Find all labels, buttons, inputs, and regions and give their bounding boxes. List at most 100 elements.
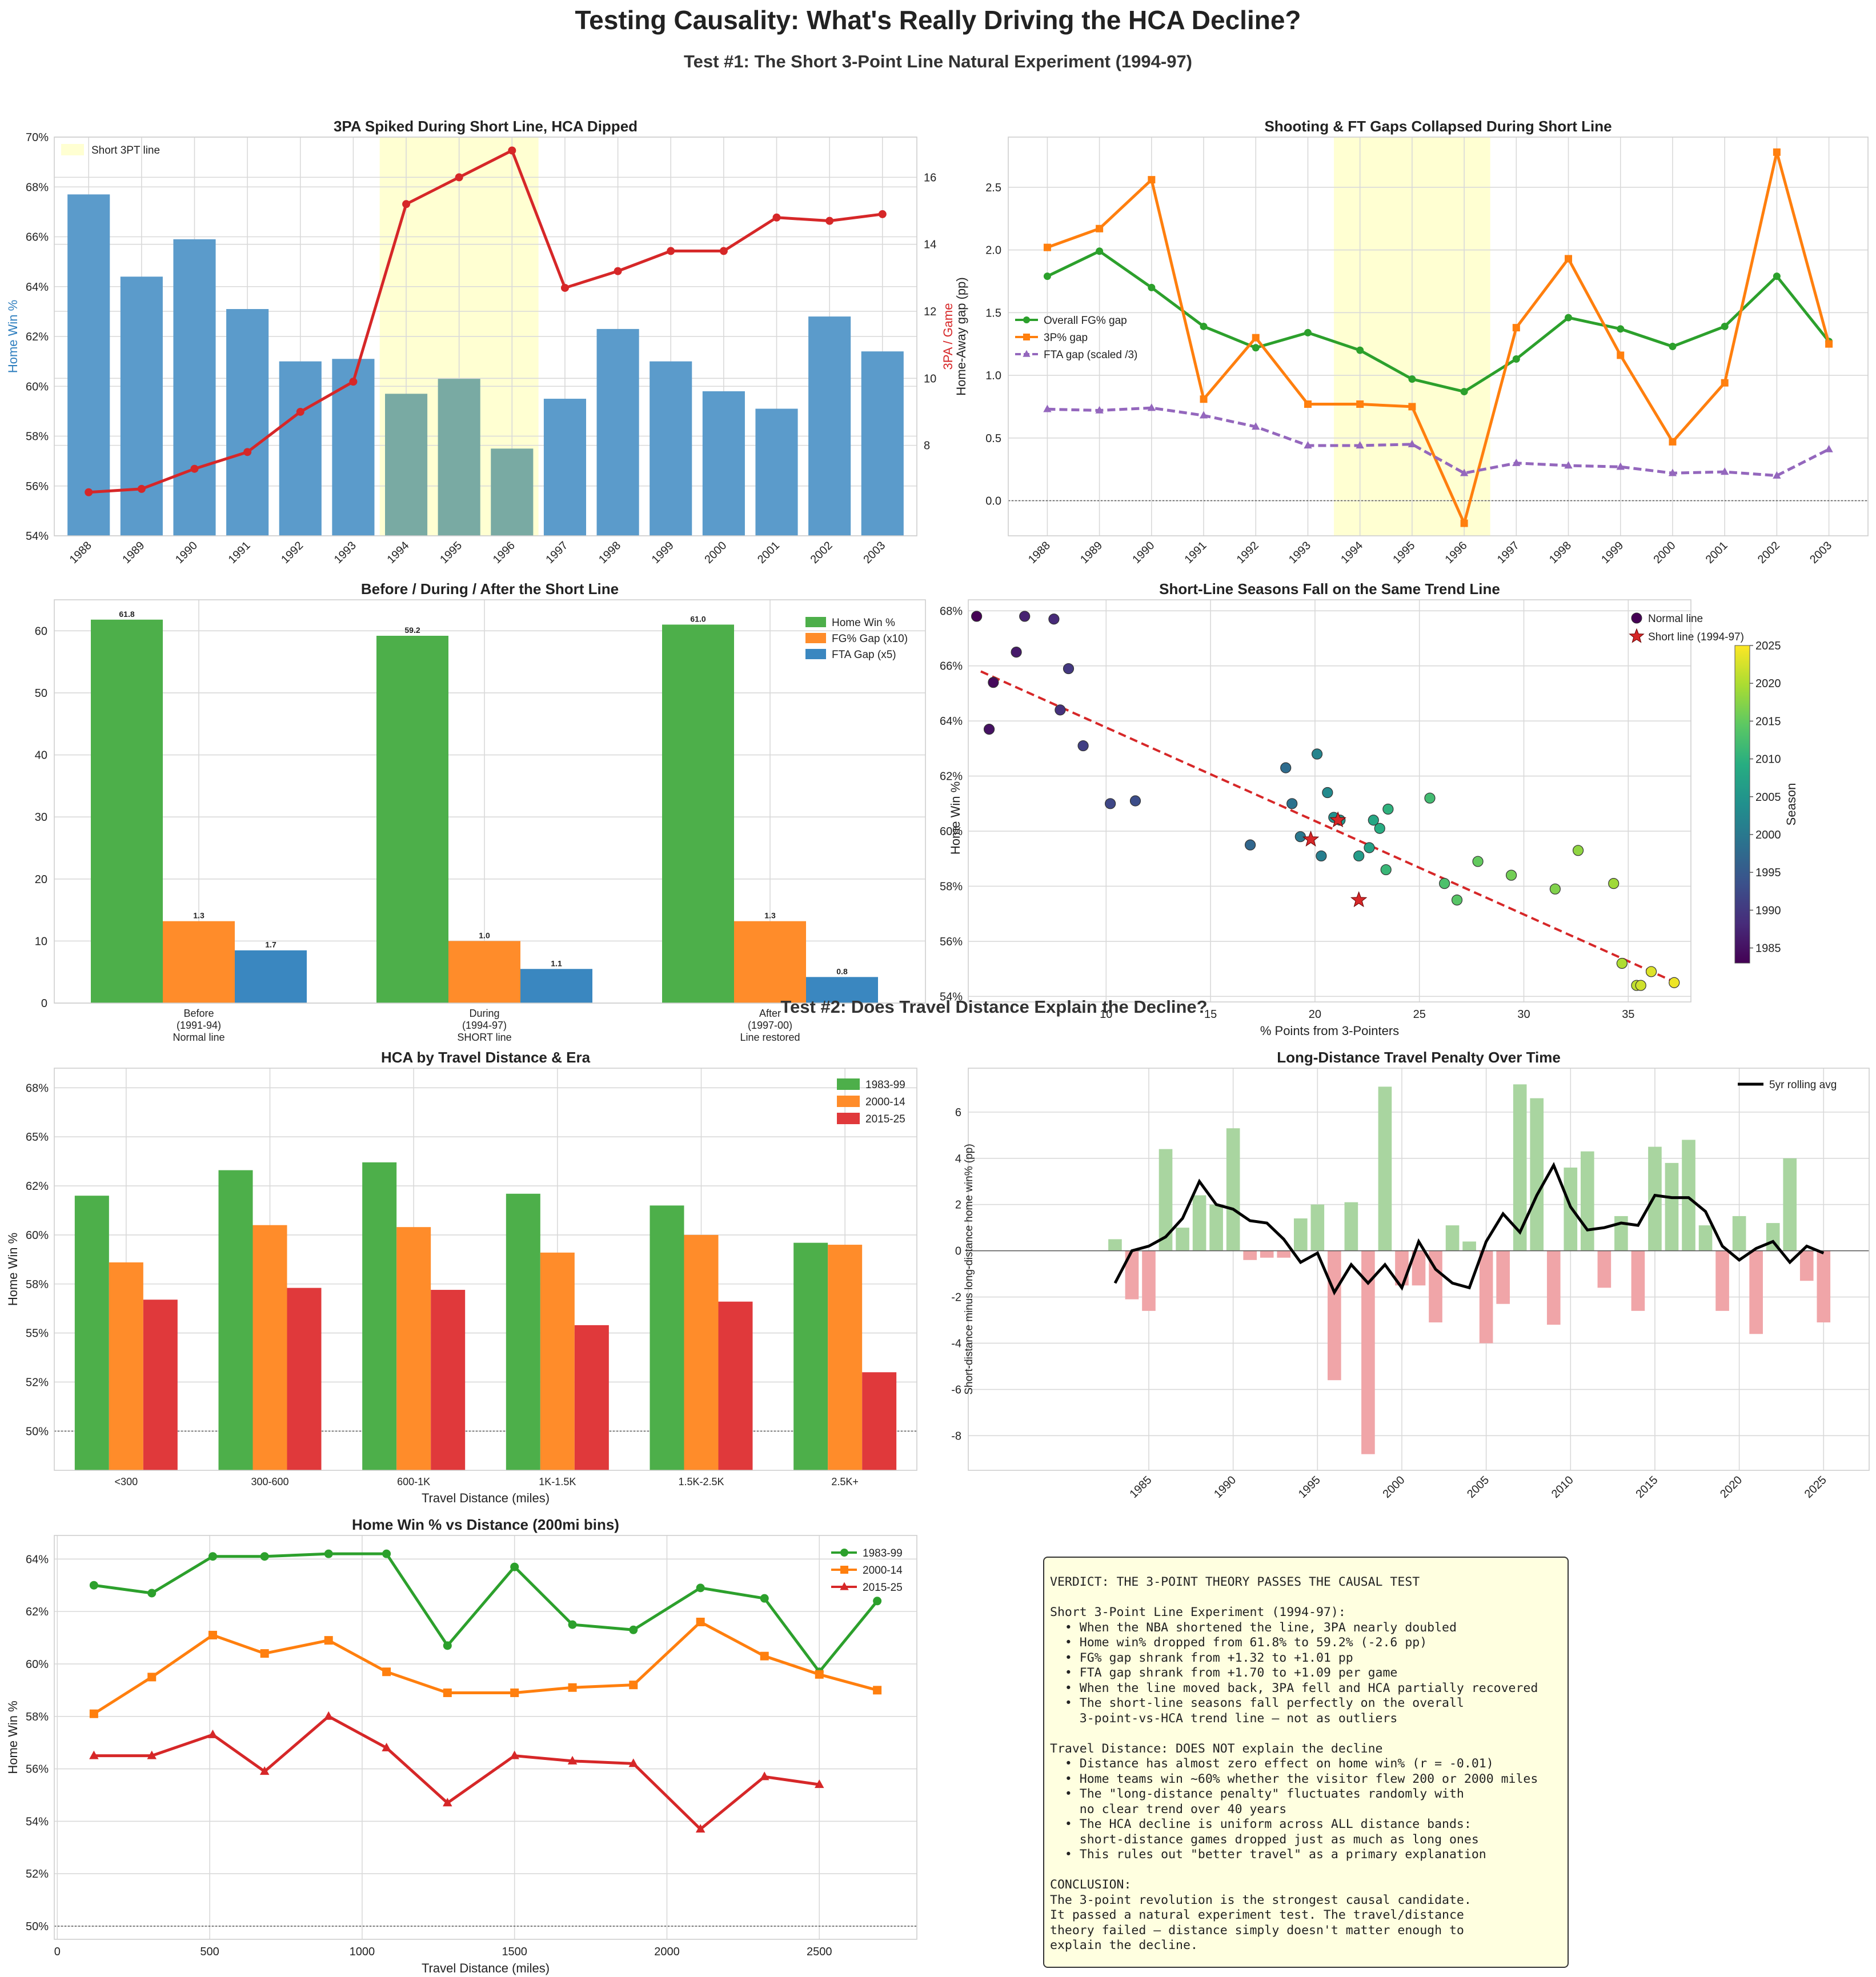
verdict-line: theory failed — distance simply doesn't … — [1050, 1923, 1464, 1938]
point-3pa — [455, 173, 463, 182]
penalty-bar — [1530, 1098, 1544, 1251]
y-tick-label: 60 — [35, 625, 47, 637]
penalty-bar — [1799, 1250, 1814, 1281]
series-point — [443, 1688, 452, 1697]
scatter-point — [1608, 878, 1620, 889]
y-tick-label: 58% — [26, 1278, 49, 1291]
bar-home-win — [808, 316, 851, 536]
x-tick-line: Before — [183, 1008, 214, 1019]
x-tick-label: 1995 — [1390, 539, 1417, 566]
x-tick-label: 1989 — [1078, 539, 1105, 566]
y-tick-label: 54% — [940, 990, 963, 1003]
y-axis-label: Home-Away gap (pp) — [954, 277, 968, 395]
colorbar-tick-label: 2020 — [1755, 677, 1781, 690]
series-point — [1669, 343, 1677, 351]
x-tick-label: 0 — [54, 1946, 61, 1958]
bar-2 — [574, 1325, 609, 1470]
bar-value-label: 61.8 — [119, 609, 134, 619]
y-tick-label: 58% — [940, 880, 963, 893]
legend-label: Short line (1994-97) — [1648, 631, 1744, 643]
penalty-bar — [1328, 1250, 1341, 1381]
chart-hca-by-distance: HCA by Travel Distance & Era 50% 52% 55% 58%… — [6, 1049, 917, 1505]
bar-2 — [718, 1301, 753, 1470]
legend-label: FTA Gap (x5) — [832, 649, 896, 661]
bar-2 — [431, 1290, 466, 1470]
series-point — [1564, 461, 1573, 469]
series-0 — [1043, 247, 1833, 396]
legend-label: Home Win % — [832, 617, 895, 629]
x-tick-label: 2005 — [1465, 1474, 1492, 1501]
series-point — [1023, 334, 1030, 340]
series-point — [1148, 176, 1156, 184]
x-tick-label: 25 — [1413, 1008, 1426, 1021]
series-point — [510, 1750, 519, 1759]
penalty-bar — [1159, 1149, 1173, 1251]
y2-tick-label: 8 — [924, 440, 930, 452]
scatter-point — [1364, 842, 1375, 853]
colorbar-tick-label: 2000 — [1755, 829, 1781, 841]
y-tick-label: 1.0 — [985, 370, 1001, 382]
series-point — [89, 1581, 98, 1590]
bar-value-label: 1.3 — [764, 911, 776, 920]
penalty-bar — [1479, 1250, 1493, 1344]
bar-home-win — [173, 239, 216, 536]
y-tick-label: 0 — [955, 1245, 961, 1258]
y-axis-label: Home Win % — [948, 781, 963, 855]
plot-frame — [54, 137, 917, 536]
y-tick-label: 62% — [26, 1606, 49, 1618]
legend-label: 1983-99 — [863, 1547, 903, 1559]
y-axis-label: Home Win % — [6, 300, 20, 373]
point-3pa — [560, 283, 569, 292]
penalty-bar — [1462, 1241, 1476, 1251]
series-point — [208, 1552, 217, 1561]
y-tick-label: 64% — [26, 1553, 49, 1566]
bar-home-win — [67, 194, 110, 536]
bar-value-label: 1.0 — [479, 931, 490, 940]
series-point — [382, 1742, 391, 1751]
scatter-point — [1472, 856, 1484, 867]
series-point — [759, 1771, 769, 1780]
x-tick-label: 500 — [200, 1946, 219, 1958]
series-point — [259, 1766, 270, 1775]
x-tick-label: 1988 — [67, 539, 94, 566]
series-point — [568, 1620, 577, 1629]
penalty-bar — [1445, 1225, 1460, 1251]
y-tick-label: 68% — [940, 605, 963, 617]
panel-title: Home Win % vs Distance (200mi bins) — [352, 1516, 619, 1533]
legend-swatch — [805, 617, 826, 627]
short-line-star — [1350, 891, 1368, 908]
series-line — [94, 1714, 820, 1831]
panel-title: 3PA Spiked During Short Line, HCA Dipped — [334, 118, 638, 135]
x-tick-label: 1995 — [438, 539, 464, 566]
penalty-bar — [1732, 1216, 1746, 1251]
bar-home-win — [279, 361, 322, 536]
y-tick-label: 62% — [26, 331, 49, 343]
series-point — [1023, 316, 1030, 323]
y-axis-label: Short-distance minus long-distance home … — [963, 1144, 975, 1394]
chart-winpct-vs-distance: Home Win % vs Distance (200mi bins) 50% 52… — [6, 1516, 917, 1975]
y2-tick-label: 12 — [924, 306, 936, 318]
legend-label: 1983-99 — [865, 1079, 905, 1091]
penalty-bar — [1496, 1250, 1510, 1304]
legend-marker — [1631, 612, 1642, 624]
x-tick-label: 20 — [1309, 1008, 1321, 1021]
y-tick-label: 62% — [940, 771, 963, 783]
verdict-line: • The "long-distance penalty" fluctuates… — [1050, 1787, 1464, 1801]
point-3pa — [190, 464, 199, 473]
legend-label: 2015-25 — [863, 1582, 903, 1594]
y-tick-label: 55% — [26, 1328, 49, 1340]
bar-1 — [163, 921, 235, 1003]
penalty-bar — [1546, 1250, 1561, 1325]
x-tick-label: 1994 — [385, 539, 412, 566]
series-point — [696, 1618, 705, 1626]
x-tick-line: (1994-97) — [462, 1020, 507, 1031]
series-2 — [89, 1711, 824, 1833]
legend-label: FG% Gap (x10) — [832, 633, 908, 645]
x-tick-label: 2000 — [1651, 539, 1678, 566]
bar-1 — [448, 941, 520, 1003]
penalty-bar — [1715, 1250, 1729, 1311]
series-point — [1147, 403, 1156, 411]
point-3pa — [878, 210, 887, 218]
legend-label: 2000-14 — [863, 1565, 903, 1577]
series-point — [760, 1651, 769, 1661]
